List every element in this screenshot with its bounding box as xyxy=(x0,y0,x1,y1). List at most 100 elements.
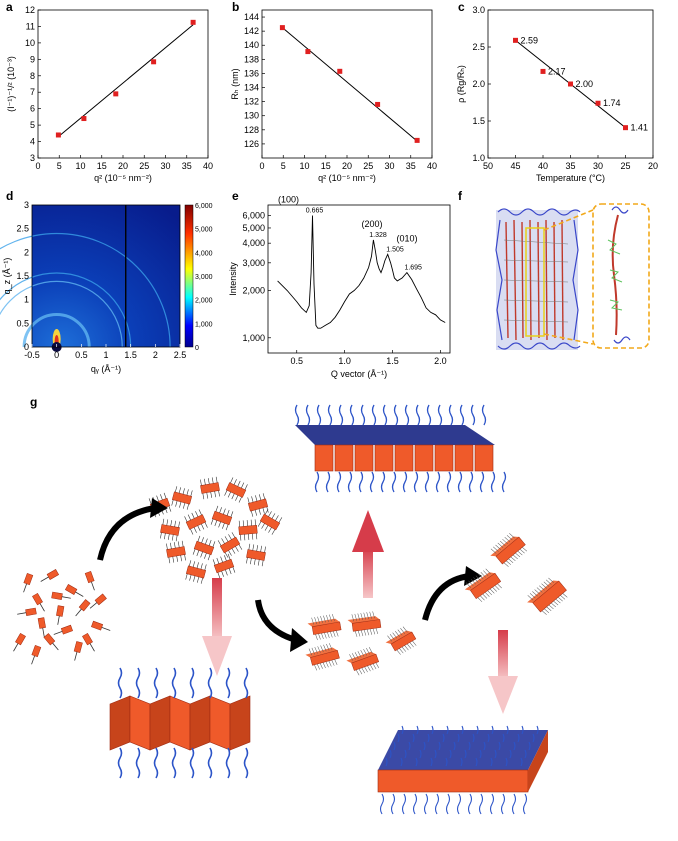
peg-chain xyxy=(380,471,386,493)
aggregate-tail xyxy=(204,564,207,571)
aggregate-tail xyxy=(218,521,221,528)
monomer-tail xyxy=(42,627,45,637)
aggregate-tail xyxy=(258,508,261,515)
platelet-chain xyxy=(357,613,360,621)
aggregate-tail xyxy=(262,493,265,500)
aggregate-tail xyxy=(256,533,258,540)
platelet xyxy=(307,613,342,641)
platelet-chain xyxy=(503,562,509,567)
aggregate-tail xyxy=(204,522,208,528)
aggregate-tail xyxy=(180,555,182,562)
monomer-head xyxy=(46,569,60,580)
aggregate-tail xyxy=(178,521,180,528)
peg-chain xyxy=(189,667,195,699)
aggregate-tail xyxy=(186,503,189,510)
peg-chain xyxy=(338,404,344,426)
platelet-chain xyxy=(404,645,409,651)
aggregate-tail xyxy=(238,520,240,527)
aggregate-block xyxy=(246,549,266,561)
monomer-tail xyxy=(57,615,60,625)
platelet-chain xyxy=(327,632,330,639)
aggregate-tail xyxy=(186,489,189,496)
aggregate-tail xyxy=(252,533,254,540)
aggregate xyxy=(200,476,220,500)
monomer-head xyxy=(78,599,91,612)
aggregate-block xyxy=(171,491,193,505)
aggregate-tail xyxy=(237,480,241,487)
aggregate-tail xyxy=(255,495,258,502)
platelet-chain xyxy=(485,568,491,575)
peg-chain xyxy=(505,757,508,767)
platelet-chain xyxy=(468,580,474,587)
platelet-chain xyxy=(354,613,358,621)
platelet-chain xyxy=(349,654,353,661)
monomer-head xyxy=(37,617,46,629)
peg-chain xyxy=(225,747,231,779)
aggregate-tail xyxy=(268,511,272,517)
peg-chain xyxy=(438,741,441,751)
aggregate xyxy=(217,532,243,558)
aggregate-block xyxy=(160,524,180,536)
platelet-chain xyxy=(319,663,323,669)
monomer xyxy=(53,624,73,635)
lattice-column xyxy=(354,444,374,472)
platelet-chain xyxy=(493,546,499,552)
platelet-chain xyxy=(497,542,504,548)
peg-chain xyxy=(117,667,123,699)
aggregate-tail xyxy=(250,519,252,526)
aggregate-tail xyxy=(228,534,232,540)
peg-chain xyxy=(446,471,452,493)
peg-chain xyxy=(393,404,399,426)
platelet-chain xyxy=(387,635,393,642)
monomer-tail xyxy=(23,583,28,593)
platelet-chain xyxy=(541,610,547,615)
peg-chain xyxy=(430,757,433,767)
peg-chain xyxy=(401,793,407,815)
platelet-chain xyxy=(370,664,374,671)
aggregate-tail xyxy=(190,528,194,535)
platelet-chain xyxy=(323,644,327,652)
aggregate-tail xyxy=(222,523,225,529)
peg-chain xyxy=(520,757,523,767)
peg-chain xyxy=(316,404,322,426)
platelet-chain xyxy=(330,631,333,638)
peg-chain xyxy=(426,404,432,426)
aggregate-tail xyxy=(182,502,186,509)
peg-chain xyxy=(467,793,473,815)
platelet-chain xyxy=(497,583,502,589)
aggregate-tail xyxy=(271,513,276,519)
peg-chain xyxy=(369,471,375,493)
peg-chain xyxy=(423,741,426,751)
aggregate-tail xyxy=(235,495,239,501)
peg-chain xyxy=(415,404,421,426)
peg-chain xyxy=(416,725,419,735)
fiber-panel xyxy=(209,695,231,751)
aggregate-tail xyxy=(193,575,196,582)
platelet-chain xyxy=(308,648,312,656)
platelet-chain xyxy=(508,558,514,563)
platelet-face xyxy=(390,631,417,652)
peg-chain xyxy=(470,404,476,426)
platelet xyxy=(346,646,380,676)
monomer-head xyxy=(43,633,56,646)
peg-chain xyxy=(424,471,430,493)
columnar-lattice-top xyxy=(294,404,507,493)
aggregate-tail xyxy=(261,523,265,529)
red-arrows xyxy=(202,510,518,714)
aggregate-tail xyxy=(184,516,188,522)
peg-chain xyxy=(489,793,495,815)
aggregate-tail xyxy=(200,563,203,570)
platelet-chain xyxy=(510,556,516,562)
monomer-tail xyxy=(31,655,36,665)
aggregate-tail xyxy=(200,577,203,584)
peg-chain xyxy=(397,733,400,743)
platelet-chain xyxy=(326,643,330,651)
peg-chain xyxy=(475,757,478,767)
aggregate-tail xyxy=(217,572,221,579)
aggregate-tail xyxy=(182,488,185,495)
monomer xyxy=(89,593,107,609)
aggregate-tail xyxy=(167,533,170,540)
platelet-chain xyxy=(412,640,417,646)
fiber-panel xyxy=(129,695,151,751)
lattice-top xyxy=(295,425,495,445)
